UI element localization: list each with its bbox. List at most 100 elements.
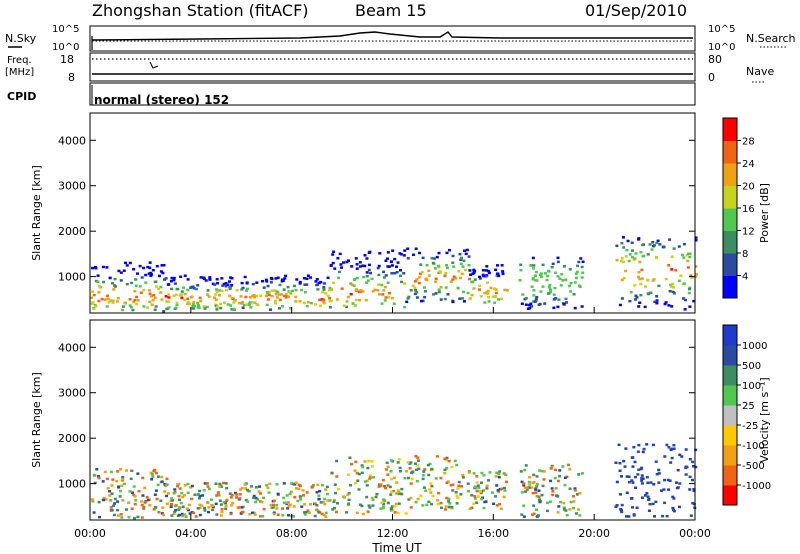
range-cell (387, 265, 391, 268)
range-cell (573, 281, 577, 284)
range-cell (485, 265, 489, 268)
range-cell (543, 272, 547, 275)
range-cell (315, 283, 319, 287)
range-cell (102, 280, 106, 284)
range-cell (643, 305, 647, 309)
range-cell (93, 265, 97, 269)
range-cell (393, 257, 397, 261)
range-cell (685, 254, 689, 257)
range-cell (244, 498, 248, 502)
range-cell (547, 270, 551, 273)
range-cell (215, 494, 219, 497)
range-cell (429, 491, 433, 494)
range-cell (354, 288, 358, 291)
colorbar-tick-label: -25 (742, 421, 758, 432)
range-cell (332, 250, 336, 254)
range-cell (473, 278, 477, 281)
range-cell (228, 285, 232, 289)
range-cell (692, 299, 696, 303)
range-cell (381, 478, 385, 482)
range-cell (269, 276, 273, 280)
range-cell (342, 261, 346, 264)
range-cell (345, 300, 349, 303)
range-cell (403, 476, 407, 480)
range-cell (447, 497, 451, 501)
range-cell (142, 505, 146, 509)
range-cell (443, 471, 447, 475)
range-cell (553, 286, 557, 290)
range-cell (397, 458, 401, 461)
range-cell (102, 498, 106, 502)
range-cell (368, 476, 372, 479)
range-cell (548, 500, 552, 503)
range-cell (686, 252, 690, 256)
range-cell (282, 501, 286, 504)
freq-label: Freq. (7, 55, 32, 66)
range-cell (496, 272, 500, 275)
range-cell (238, 497, 242, 500)
range-cell (148, 503, 152, 507)
range-cell (111, 504, 115, 508)
range-cell (682, 242, 686, 246)
range-cell (435, 255, 439, 259)
range-cell (133, 494, 137, 498)
range-cell (164, 277, 168, 280)
range-cell (142, 305, 146, 308)
range-cell (192, 511, 196, 515)
range-cell (214, 298, 218, 302)
range-cell (423, 468, 427, 471)
range-cell (156, 483, 160, 487)
colorbar-swatch (723, 208, 737, 231)
range-cell (170, 514, 174, 517)
range-cell (480, 497, 484, 501)
range-cell (220, 289, 224, 293)
range-cell (505, 289, 509, 292)
range-cell (181, 495, 185, 499)
range-cell (677, 245, 681, 248)
range-cell (258, 492, 262, 495)
range-cell (295, 278, 299, 281)
colorbar-swatch (723, 345, 737, 366)
range-cell (290, 482, 294, 485)
range-cell (692, 488, 696, 491)
range-cell (219, 514, 223, 517)
range-cell (252, 294, 256, 297)
range-cell (204, 279, 208, 282)
range-cell (535, 279, 539, 282)
range-cell (176, 484, 180, 488)
range-cell (355, 276, 359, 280)
range-cell (578, 491, 582, 495)
range-cell (256, 303, 260, 307)
range-cell (301, 494, 305, 497)
nsky-tick-bottom: 10^0 (52, 42, 79, 53)
range-cell (324, 515, 328, 518)
range-cell (97, 500, 101, 504)
range-cell (404, 512, 408, 515)
range-cell (553, 476, 557, 480)
range-cell (91, 301, 95, 304)
range-cell (177, 508, 181, 511)
range-cell (395, 492, 399, 495)
range-cell (486, 289, 490, 293)
range-cell (155, 285, 159, 288)
range-cell (341, 495, 345, 498)
range-cell (558, 474, 562, 478)
range-cell (292, 505, 296, 508)
range-cell (365, 495, 369, 499)
range-cell (479, 481, 483, 485)
colorbar-tick-label: 8 (742, 249, 748, 260)
range-cell (216, 491, 220, 494)
range-cell (90, 266, 94, 270)
range-cell (569, 281, 573, 285)
range-cell (324, 292, 328, 295)
range-cell (305, 277, 309, 281)
range-cell (421, 299, 425, 303)
range-cell (320, 512, 324, 516)
range-cell (479, 491, 483, 495)
range-cell (162, 278, 166, 281)
range-cell (451, 278, 455, 281)
range-cell (191, 306, 195, 310)
range-cell (372, 476, 376, 479)
range-cell (460, 297, 464, 300)
range-cell (318, 298, 322, 302)
